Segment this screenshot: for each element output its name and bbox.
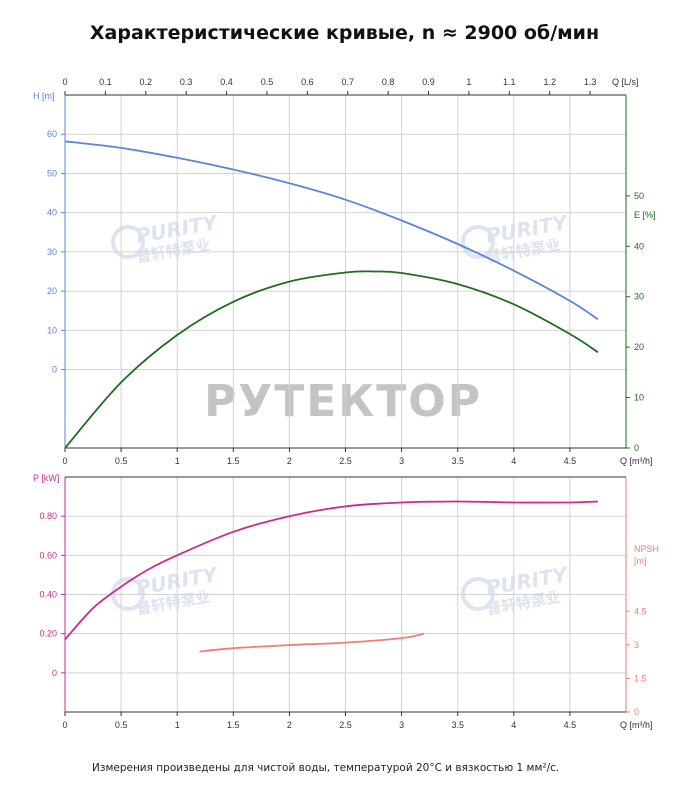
x-top-tick-label: 0.2 xyxy=(140,77,153,87)
y-right-tick-label: 1.5 xyxy=(634,673,647,683)
y-left-axis-label: P [kW] xyxy=(33,473,59,483)
series-line-1-0 xyxy=(64,500,598,641)
x-axis-label: Q [m³/h] xyxy=(620,720,653,730)
x-tick-label: 4 xyxy=(511,720,516,730)
x-tick-label: 4.5 xyxy=(564,456,577,466)
x-tick-label: 0.5 xyxy=(115,456,128,466)
series-line-0-0 xyxy=(64,140,599,321)
x-top-tick-label: 0.9 xyxy=(422,77,435,87)
x-tick-label: 3 xyxy=(399,720,404,730)
chart-title: Характеристические кривые, n ≈ 2900 об/м… xyxy=(89,22,600,44)
x-tick-label: 2.5 xyxy=(339,720,352,730)
x-top-tick-label: 0.5 xyxy=(261,77,274,87)
watermark-layer: РУТЕКТОРPURITY普轩特泵业PURITY普轩特泵业PURITY普轩特泵… xyxy=(111,210,571,618)
x-tick-label: 1 xyxy=(175,720,180,730)
series-line-1-1 xyxy=(199,632,425,653)
x-top-tick-label: 0.4 xyxy=(220,77,233,87)
x-tick-label: 1 xyxy=(175,456,180,466)
x-tick-label: 1.5 xyxy=(227,456,240,466)
y-right-tick-label: 40 xyxy=(634,241,644,251)
x-axis-label: Q [m³/h] xyxy=(620,456,653,466)
x-tick-label: 2.5 xyxy=(339,456,352,466)
axes-layer xyxy=(61,91,630,716)
y-left-tick-label: 0 xyxy=(52,365,57,375)
series-layer xyxy=(64,140,599,653)
y-left-tick-label: 0.60 xyxy=(39,550,57,560)
x-top-tick-label: 0.8 xyxy=(382,77,395,87)
text-layer: 0 0.5 1 1.5 2 2.5 3 3.5 4 4.5 Q [m³/h] 0 0.1 0.2 0.3 0.… xyxy=(33,77,659,730)
y-right-tick-label: 0 xyxy=(634,443,639,453)
x-tick-label: 4 xyxy=(511,456,516,466)
watermark-main: РУТЕКТОР xyxy=(204,376,482,427)
x-top-tick-label: 1 xyxy=(466,77,471,87)
x-tick-label: 0 xyxy=(62,456,67,466)
x-tick-label: 1.5 xyxy=(227,720,240,730)
y-right-tick-label: 4.5 xyxy=(634,606,647,616)
grid-layer xyxy=(64,95,626,712)
y-left-tick-label: 0.20 xyxy=(39,629,57,639)
y-left-tick-label: 60 xyxy=(47,129,57,139)
y-right-axis-label: NPSH [m] xyxy=(634,544,659,566)
x-tick-label: 3.5 xyxy=(451,456,464,466)
footnote: Измерения произведены для чистой воды, т… xyxy=(92,762,560,774)
y-right-tick-label: 0 xyxy=(634,707,639,717)
x-top-tick-label: 0.6 xyxy=(301,77,314,87)
y-left-tick-label: 20 xyxy=(47,286,57,296)
x-tick-label: 0 xyxy=(62,720,67,730)
y-left-axis-label: H [m] xyxy=(33,91,55,101)
y-right-tick-label: 20 xyxy=(634,342,644,352)
y-left-tick-label: 30 xyxy=(47,247,57,257)
y-right-axis-label: E [%] xyxy=(634,210,656,220)
x-tick-label: 3.5 xyxy=(451,720,464,730)
x-top-tick-label: 1.1 xyxy=(503,77,516,87)
x-top-tick-label: 0 xyxy=(62,77,67,87)
x-tick-label: 0.5 xyxy=(115,720,128,730)
x-top-axis-label: Q [L/s] xyxy=(612,77,639,87)
y-left-tick-label: 40 xyxy=(47,208,57,218)
x-top-tick-label: 1.3 xyxy=(584,77,597,87)
x-tick-label: 2 xyxy=(287,456,292,466)
y-right-tick-label: 50 xyxy=(634,191,644,201)
series-line-0-1 xyxy=(64,270,599,449)
x-top-tick-label: 0.3 xyxy=(180,77,193,87)
x-top-tick-label: 0.7 xyxy=(341,77,354,87)
watermark-logo-icon xyxy=(111,225,145,259)
y-left-tick-label: 0.80 xyxy=(39,511,57,521)
x-tick-label: 2 xyxy=(287,720,292,730)
x-tick-label: 4.5 xyxy=(564,720,577,730)
x-top-tick-label: 0.1 xyxy=(99,77,112,87)
y-left-tick-label: 10 xyxy=(47,325,57,335)
y-left-tick-label: 0.40 xyxy=(39,590,57,600)
y-right-tick-label: 10 xyxy=(634,393,644,403)
y-left-tick-label: 0 xyxy=(52,668,57,678)
x-tick-label: 3 xyxy=(399,456,404,466)
x-top-tick-label: 1.2 xyxy=(543,77,556,87)
y-left-tick-label: 50 xyxy=(47,168,57,178)
y-right-tick-label: 30 xyxy=(634,292,644,302)
watermark-logo-icon xyxy=(461,225,495,259)
y-right-tick-label: 3 xyxy=(634,640,639,650)
